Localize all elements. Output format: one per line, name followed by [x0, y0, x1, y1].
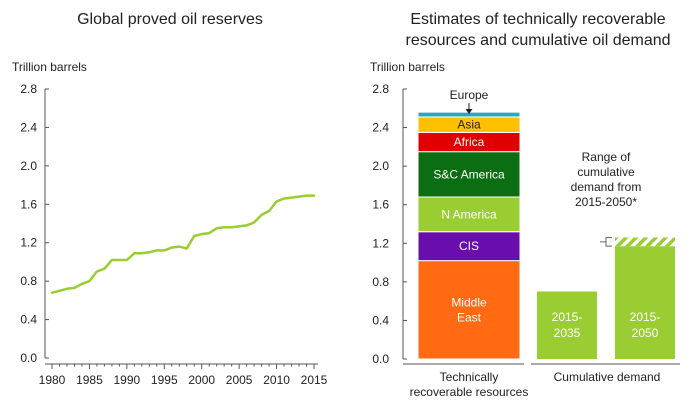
right-chart-title-line-1: Estimates of technically recoverable	[410, 11, 665, 28]
right-x-category-label: Cumulative demand	[554, 370, 661, 384]
left-y-tick-label: 0.8	[20, 274, 37, 288]
range-annotation-line: cumulative	[577, 165, 635, 179]
right-y-tick-label: 2.8	[372, 82, 389, 96]
left-x-axis: 1980 1985 1990 1995 2000 2005 2010 2015	[39, 363, 328, 387]
right-x-category-label: Technically	[440, 370, 499, 384]
left-y-tick-label: 1.6	[20, 197, 37, 211]
left-y-tick-label: 1.2	[20, 236, 37, 250]
right-y-tick-label: 0.8	[372, 275, 389, 289]
right-y-unit-label: Trillion barrels	[370, 60, 445, 74]
left-y-tick-label: 0.0	[20, 351, 37, 365]
bar-segment-middle-east	[417, 260, 521, 360]
right-y-axis: 0.0 0.4 0.8 1.2 1.6 2.0 2.4 2.8	[372, 82, 407, 366]
range-annotation-line: demand from	[571, 180, 642, 194]
demand-bar	[537, 291, 597, 359]
demand-bar-label: 2015-	[552, 310, 583, 324]
bar-segment-label: CIS	[459, 239, 479, 253]
demand-bar-label: 2035	[554, 326, 581, 340]
left-x-tick-label: 2000	[188, 373, 215, 387]
europe-arrow-icon	[465, 109, 473, 114]
bar-segment-label: East	[457, 310, 482, 324]
left-y-unit-label: Trillion barrels	[12, 60, 87, 74]
right-y-tick-label: 0.0	[372, 352, 389, 366]
right-y-tick-label: 2.4	[372, 121, 389, 135]
left-x-tick-label: 2005	[226, 373, 253, 387]
left-x-tick-label: 1995	[151, 373, 178, 387]
bar-segment-label: Africa	[454, 135, 485, 149]
right-y-tick-label: 1.6	[372, 198, 389, 212]
left-y-tick-label: 2.0	[20, 159, 37, 173]
right-chart-title-line-2: resources and cumulative oil demand	[405, 32, 670, 49]
bar-segment-label: Asia	[457, 118, 481, 132]
left-y-axis: 0.0 0.4 0.8 1.2 1.6 2.0 2.4 2.8	[20, 82, 49, 365]
demand-bar-label: 2015-	[630, 310, 661, 324]
europe-annotation: Europe	[450, 88, 489, 102]
left-x-tick-label: 1990	[114, 373, 141, 387]
left-y-tick-label: 2.4	[20, 120, 37, 134]
demand-bar	[615, 246, 675, 359]
demand-range-band	[615, 237, 675, 247]
bar-segment-s-c-america	[417, 151, 521, 198]
left-chart-title: Global proved oil reserves	[77, 11, 263, 28]
left-x-tick-label: 1985	[76, 373, 103, 387]
left-x-tick-label: 1980	[39, 373, 66, 387]
right-chart-panel: Estimates of technically recoverable res…	[370, 11, 680, 399]
bar-segment-label: S&C America	[433, 167, 505, 181]
right-x-category-label: recoverable resources	[410, 385, 529, 399]
left-y-tick-label: 2.8	[20, 82, 37, 96]
left-chart-panel: Global proved oil reserves Trillion barr…	[12, 11, 328, 387]
right-y-tick-label: 2.0	[372, 159, 389, 173]
left-y-tick-label: 0.4	[20, 313, 37, 327]
right-y-tick-label: 1.2	[372, 236, 389, 250]
bar-segment-label: Middle	[451, 295, 487, 309]
demand-bar-label: 2050	[632, 326, 659, 340]
range-annotation-line: Range of	[582, 150, 631, 164]
right-y-tick-label: 0.4	[372, 313, 389, 327]
bar-segment-label: N America	[441, 207, 497, 221]
range-bracket	[605, 237, 612, 247]
reserves-line	[50, 194, 316, 294]
left-x-tick-label: 2015	[301, 373, 328, 387]
left-x-tick-label: 2010	[263, 373, 290, 387]
bar-segment-n-america	[417, 196, 521, 233]
range-annotation-line: 2015-2050*	[575, 195, 637, 209]
